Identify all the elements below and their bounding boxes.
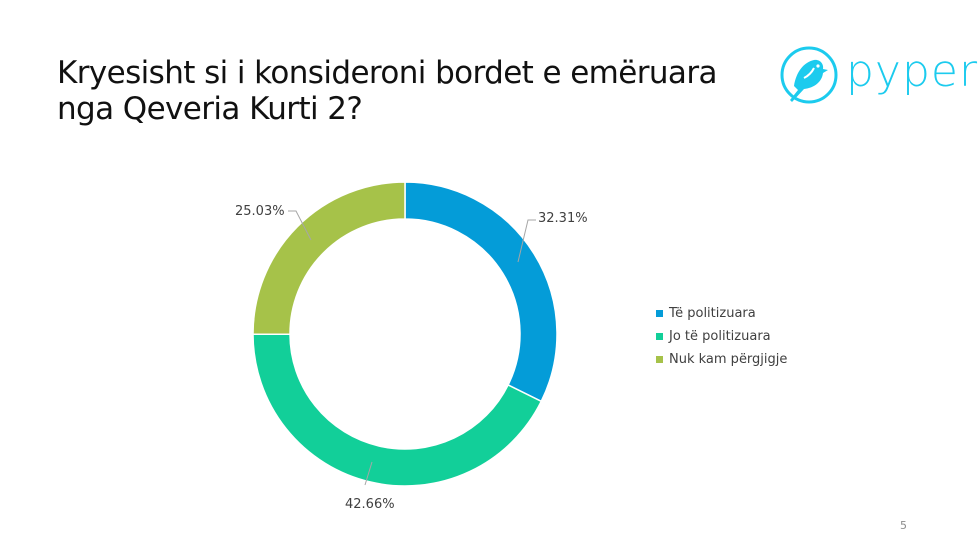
legend-item-te-politizuara: Të politizuara [656,302,787,325]
data-label-2: 42.66% [345,497,395,512]
data-labels: 32.31% 42.66% 25.03% [235,204,588,512]
logo-text: pyper [846,46,979,97]
bird-in-circle-icon [780,46,838,104]
legend-label: Jo të politizuara [669,329,771,344]
legend-swatch-olive [656,356,663,363]
leader-line-2 [364,461,373,486]
chart-legend: Të politizuara Jo të politizuara Nuk kam… [656,302,787,371]
legend-item-nuk-kam-pergjigje: Nuk kam përgjigje [656,348,787,371]
pyper-logo: pyper [776,42,979,112]
legend-swatch-green [656,333,663,340]
data-label-1: 32.31% [538,211,588,226]
leader-line-3 [288,210,312,241]
donut-slice-1 [404,181,558,403]
title-line-1: Kryesisht si i konsideroni bordet e emër… [57,55,717,91]
slide-title: Kryesisht si i konsideroni bordet e emër… [57,55,717,127]
data-label-3: 25.03% [235,204,285,219]
legend-label: Nuk kam përgjigje [669,352,788,367]
legend-swatch-blue [656,310,663,317]
legend-item-jo-te-politizuara: Jo të politizuara [656,325,787,348]
leader-line-1 [517,219,536,263]
donut-slice-3 [252,181,406,336]
title-line-2: nga Qeveria Kurti 2? [57,91,363,127]
donut-slice-2 [252,333,543,487]
page-number: 5 [900,519,907,532]
legend-label: Të politizuara [669,306,756,321]
